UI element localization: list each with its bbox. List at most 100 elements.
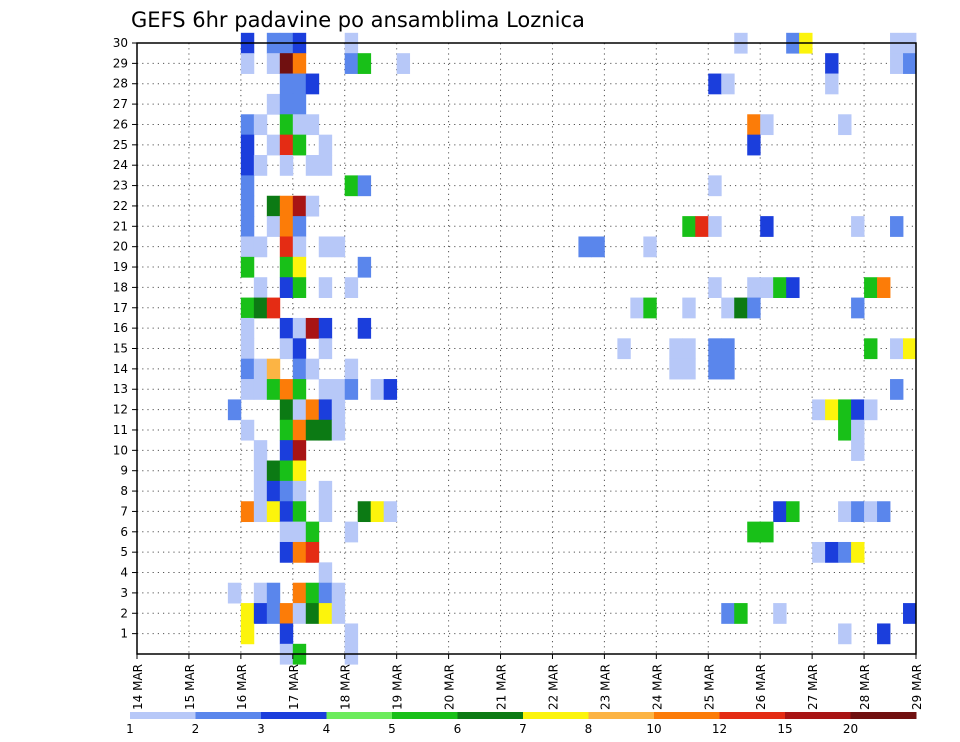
heatmap-cell — [838, 419, 852, 441]
heatmap-cell — [890, 379, 904, 400]
heatmap-cell — [292, 358, 307, 380]
heatmap-cell — [318, 603, 333, 624]
heatmap-cell — [266, 480, 281, 502]
y-tick-label: 5 — [120, 545, 128, 559]
heatmap-cell — [851, 501, 865, 523]
heatmap-cell — [708, 175, 722, 197]
heatmap-cell — [396, 53, 411, 74]
heatmap-cell — [383, 379, 398, 400]
heatmap-cell — [812, 541, 826, 563]
heatmap-cell — [266, 603, 281, 624]
y-tick-label: 18 — [113, 280, 128, 294]
heatmap-cell — [708, 216, 722, 237]
heatmap-cell — [292, 236, 307, 258]
x-axis: 14 MAR 15 MAR 16 MAR 17 MAR 18 MAR 19 MAR 20 M… — [131, 654, 924, 710]
heatmap-cell — [240, 216, 255, 237]
y-tick-label: 26 — [113, 117, 128, 131]
heatmap-cell — [864, 399, 878, 421]
colorbar-label: 10 — [646, 722, 661, 736]
heatmap-cell — [240, 134, 255, 156]
heatmap-cell — [253, 236, 268, 258]
heatmap-cell — [279, 460, 294, 482]
heatmap-cell — [292, 379, 307, 400]
heatmap-cell — [708, 338, 722, 360]
heatmap-cell — [357, 53, 372, 74]
heatmap-cell — [331, 582, 346, 604]
heatmap-cell — [773, 501, 787, 523]
heatmap-cell — [279, 399, 294, 421]
heatmap-cell — [279, 93, 294, 115]
heatmap-cell — [318, 236, 333, 258]
heatmap-cell — [578, 236, 592, 258]
heatmap-cell — [331, 603, 346, 624]
heatmap-cell — [682, 297, 696, 319]
heatmap-cell — [864, 338, 878, 360]
y-tick-label: 10 — [113, 443, 128, 457]
heatmap-cell — [240, 419, 255, 441]
y-tick-label: 2 — [120, 606, 128, 620]
heatmap-cell — [292, 603, 307, 624]
y-tick-label: 12 — [113, 403, 128, 417]
heatmap-cell — [266, 216, 281, 237]
heatmap-cell — [266, 358, 281, 380]
colorbar-label: 20 — [843, 722, 858, 736]
colorbar-swatch — [719, 712, 786, 719]
x-tick-label: 21 MAR — [495, 664, 509, 710]
heatmap-cell — [240, 317, 255, 339]
heatmap-cell — [760, 521, 774, 543]
x-tick-label: 18 MAR — [339, 664, 353, 710]
heatmap-cell — [279, 440, 294, 461]
heatmap-cell — [266, 297, 281, 319]
x-tick-label: 27 MAR — [806, 664, 820, 710]
heatmap-cell — [318, 399, 333, 421]
heatmap-cell — [305, 399, 320, 421]
y-tick-label: 19 — [113, 260, 128, 274]
colorbar-label: 15 — [777, 722, 792, 736]
heatmap-cell — [266, 195, 281, 217]
heatmap-cell — [357, 175, 372, 197]
heatmap-cell — [279, 623, 294, 645]
heatmap-cell — [318, 317, 333, 339]
heatmap-cell — [253, 460, 268, 482]
heatmap-cell — [279, 419, 294, 441]
heatmap-cell — [292, 73, 307, 95]
heatmap-cell — [851, 216, 865, 237]
heatmap-cell — [266, 501, 281, 523]
y-tick-label: 8 — [120, 484, 128, 498]
heatmap-cell — [279, 338, 294, 360]
y-tick-label: 27 — [113, 97, 128, 111]
heatmap-cell — [240, 53, 255, 74]
colorbar-swatch — [654, 712, 720, 719]
heatmap-cell — [253, 603, 268, 624]
heatmap-cell — [721, 73, 735, 95]
heatmap-cell — [292, 440, 307, 461]
heatmap-cell — [305, 358, 320, 380]
y-tick-label: 7 — [120, 504, 128, 518]
heatmap-cell — [279, 480, 294, 502]
heatmap-cell — [305, 541, 320, 563]
heatmap-cell — [292, 541, 307, 563]
heatmap-cell — [266, 460, 281, 482]
heatmap-cell — [825, 73, 839, 95]
heatmap-cell — [240, 603, 255, 624]
y-tick-label: 24 — [113, 158, 128, 172]
heatmap-cell — [708, 73, 722, 95]
x-tick-label: 24 MAR — [650, 664, 664, 710]
heatmap-cell — [721, 358, 735, 380]
y-tick-label: 29 — [113, 56, 128, 70]
heatmap-cell — [227, 399, 242, 421]
heatmap-cell — [669, 338, 683, 360]
heatmap-cell — [708, 358, 722, 380]
heatmap-cell — [383, 501, 398, 523]
heatmap-cell — [864, 277, 878, 298]
heatmap-cell — [279, 379, 294, 400]
heatmap-cell — [279, 256, 294, 278]
heatmap-cell — [318, 155, 333, 176]
x-tick-label: 19 MAR — [391, 664, 405, 710]
heatmap-cell — [721, 603, 735, 624]
y-tick-label: 3 — [120, 586, 128, 600]
heatmap-cell — [331, 419, 346, 441]
heatmap-cell — [747, 114, 761, 136]
heatmap-cell — [890, 53, 904, 74]
